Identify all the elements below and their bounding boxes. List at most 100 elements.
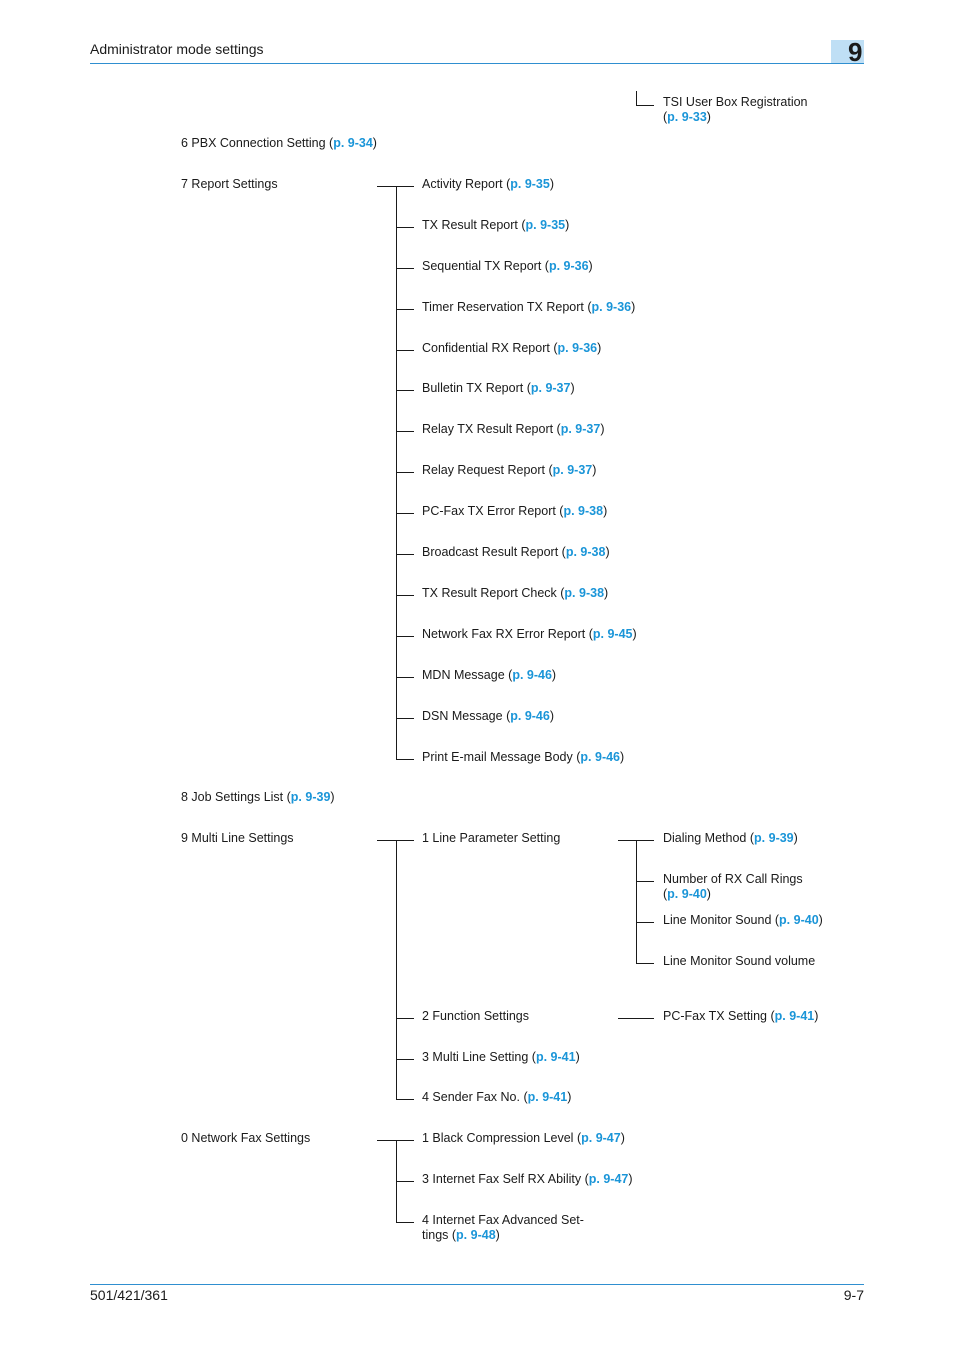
chapter-tab <box>831 40 864 63</box>
relay-request-report: Relay Request Report (p. 9-37) <box>422 463 597 477</box>
internet-fax-self-rx-ability: 3 Internet Fax Self RX Ability (p. 9-47) <box>422 1172 633 1186</box>
page-link[interactable]: p. 9-45 <box>592 627 633 641</box>
item-label: TX Result Report Check <box>422 586 557 600</box>
item-label: 7 Report Settings <box>181 177 278 191</box>
item-label: 1 Black Compression Level <box>422 1131 574 1145</box>
item-label: Broadcast Result Report <box>422 545 559 559</box>
page-link[interactable]: p. 9-41 <box>527 1090 568 1104</box>
pbx-connection-setting: 6 PBX Connection Setting (p. 9-34) <box>181 136 377 150</box>
mdn-message: MDN Message (p. 9-46) <box>422 668 557 682</box>
item-label: DSN Message <box>422 709 503 723</box>
page-link[interactable]: p. 9-41 <box>535 1050 576 1064</box>
item-label: Line Monitor Sound volume <box>663 954 816 968</box>
item-label: Relay TX Result Report <box>422 422 554 436</box>
internet-fax-advanced-settings: 4 Internet Fax Advanced Set-tings (p. 9-… <box>422 1213 584 1242</box>
page-link[interactable]: p. 9-40 <box>779 913 819 927</box>
page-link[interactable]: p. 9-41 <box>774 1009 815 1023</box>
item-label: 3 Multi Line Setting <box>422 1050 529 1064</box>
page-link[interactable]: p. 9-38 <box>564 586 605 600</box>
page-link[interactable]: p. 9-40 <box>667 887 707 901</box>
network-fax-settings: 0 Network Fax Settings <box>181 1131 310 1146</box>
item-label: 3 Internet Fax Self RX Ability <box>422 1172 582 1186</box>
chapter-number: 9 <box>848 37 863 67</box>
item-label: 1 Line Parameter Setting <box>422 831 561 845</box>
item-label: 0 Network Fax Settings <box>181 1131 311 1145</box>
footer-rule <box>90 1284 864 1285</box>
line-monitor-sound: Line Monitor Sound (p. 9-40) <box>663 913 823 927</box>
line-monitor-sound-volume: Line Monitor Sound volume <box>663 954 815 969</box>
page-link[interactable]: p. 9-37 <box>560 422 601 436</box>
page-link[interactable]: p. 9-47 <box>588 1172 629 1186</box>
dialing-method: Dialing Method (p. 9-39) <box>663 831 798 845</box>
confidential-rx-report: Confidential RX Report (p. 9-36) <box>422 341 602 355</box>
item-label: Print E-mail Message Body <box>422 750 573 764</box>
item-label: 9 Multi Line Settings <box>181 831 294 845</box>
item-label: Bulletin TX Report <box>422 381 524 395</box>
pc-fax-tx-setting: PC-Fax TX Setting (p. 9-41) <box>663 1009 819 1023</box>
item-label: Network Fax RX Error Report <box>422 627 586 641</box>
network-fax-rx-error-report: Network Fax RX Error Report (p. 9-45) <box>422 627 637 641</box>
page-link[interactable]: p. 9-36 <box>557 341 598 355</box>
pc-fax-tx-error-report: PC-Fax TX Error Report (p. 9-38) <box>422 504 608 518</box>
page-link[interactable]: p. 9-39 <box>754 831 794 845</box>
black-compression-level: 1 Black Compression Level (p. 9-47) <box>422 1131 625 1145</box>
item-label: Dialing Method <box>663 831 747 845</box>
tsi-user-box-registration: TSI User Box Registration (p. 9-33) <box>663 95 808 124</box>
timer-reservation-tx-report: Timer Reservation TX Report (p. 9-36) <box>422 300 636 314</box>
item-label: 4 Sender Fax No. <box>422 1090 520 1104</box>
page-link[interactable]: p. 9-35 <box>510 177 550 191</box>
item-label: Confidential RX Report <box>422 341 550 355</box>
number-of-rx-call-rings: Number of RX Call Rings (p. 9-40) <box>663 872 803 901</box>
print-email-message-body: Print E-mail Message Body (p. 9-46) <box>422 750 625 764</box>
page-link[interactable]: p. 9-35 <box>525 218 566 232</box>
function-settings: 2 Function Settings <box>422 1009 529 1024</box>
broadcast-result-report: Broadcast Result Report (p. 9-38) <box>422 545 610 559</box>
item-label: 8 Job Settings List <box>181 790 284 804</box>
page-link[interactable]: p. 9-33 <box>667 110 707 124</box>
item-label: PC-Fax TX Setting <box>663 1009 767 1023</box>
item-label: MDN Message <box>422 668 505 682</box>
page-link[interactable]: p. 9-46 <box>580 750 621 764</box>
page-link[interactable]: p. 9-36 <box>548 259 589 273</box>
sender-fax-no: 4 Sender Fax No. (p. 9-41) <box>422 1090 572 1104</box>
item-label: TX Result Report <box>422 218 518 232</box>
page-link[interactable]: p. 9-36 <box>591 300 632 314</box>
item-label: Timer Reservation TX Report <box>422 300 584 314</box>
item-label: Sequential TX Report <box>422 259 542 273</box>
item-label: 6 PBX Connection Setting <box>181 136 326 150</box>
item-label: Line Monitor Sound <box>663 913 772 927</box>
item-label: Activity Report <box>422 177 503 191</box>
page-link[interactable]: p. 9-47 <box>581 1131 621 1145</box>
item-label: Number of RX Call Rings <box>663 872 803 886</box>
item-label: Relay Request Report <box>422 463 545 477</box>
item-label: 2 Function Settings <box>422 1009 530 1023</box>
page-link[interactable]: p. 9-37 <box>552 463 593 477</box>
page-link[interactable]: p. 9-39 <box>290 790 331 804</box>
relay-tx-result-report: Relay TX Result Report (p. 9-37) <box>422 422 605 436</box>
item-label-cont: tings <box>422 1228 449 1242</box>
multi-line-settings: 9 Multi Line Settings <box>181 831 294 846</box>
header-rule <box>90 63 864 64</box>
page-link[interactable]: p. 9-37 <box>530 381 571 395</box>
tx-result-report: TX Result Report (p. 9-35) <box>422 218 570 232</box>
report-settings: 7 Report Settings <box>181 177 278 192</box>
footer-model: 501/421/361 <box>90 1287 168 1303</box>
page-link[interactable]: p. 9-46 <box>510 709 550 723</box>
activity-report: Activity Report (p. 9-35) <box>422 177 555 191</box>
line-parameter-setting: 1 Line Parameter Setting <box>422 831 560 846</box>
multi-line-setting: 3 Multi Line Setting (p. 9-41) <box>422 1050 580 1064</box>
item-label: PC-Fax TX Error Report <box>422 504 556 518</box>
page-link[interactable]: p. 9-38 <box>565 545 606 559</box>
tx-result-report-check: TX Result Report Check (p. 9-38) <box>422 586 609 600</box>
job-settings-list: 8 Job Settings List (p. 9-39) <box>181 790 335 804</box>
sequential-tx-report: Sequential TX Report (p. 9-36) <box>422 259 593 273</box>
footer-page-number: 9-7 <box>843 1287 864 1303</box>
item-label: 4 Internet Fax Advanced Set- <box>422 1213 584 1227</box>
item-label: TSI User Box Registration <box>663 95 808 109</box>
page-link[interactable]: p. 9-38 <box>563 504 604 518</box>
page-link[interactable]: p. 9-34 <box>333 136 373 150</box>
page-header-title: Administrator mode settings <box>90 41 264 57</box>
bulletin-tx-report: Bulletin TX Report (p. 9-37) <box>422 381 575 395</box>
page-link[interactable]: p. 9-48 <box>456 1228 496 1242</box>
page-link[interactable]: p. 9-46 <box>512 668 552 682</box>
